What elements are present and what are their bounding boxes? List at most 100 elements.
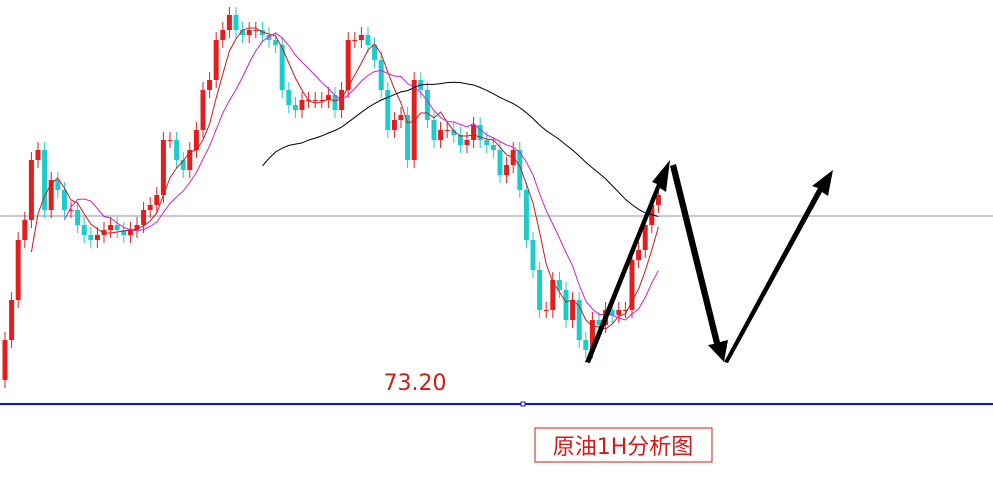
candle-body <box>332 95 338 110</box>
candle-body <box>127 230 133 235</box>
candle-body <box>279 45 285 90</box>
candle-body <box>253 30 259 31</box>
candle-body <box>609 310 615 315</box>
candle-body <box>629 260 635 310</box>
candle-body <box>550 280 556 310</box>
candle-body <box>444 130 450 131</box>
candle-body <box>141 210 147 225</box>
candle-body <box>345 40 351 90</box>
candle-body <box>596 320 602 325</box>
candle-body <box>312 100 318 101</box>
candle-body <box>325 95 331 100</box>
candle-body <box>154 195 160 205</box>
candle-body <box>193 130 199 150</box>
candle-body <box>477 125 483 140</box>
candle-body <box>405 115 411 160</box>
candle-body <box>616 310 622 315</box>
candles <box>2 7 661 388</box>
candle-body <box>537 270 543 310</box>
candle-body <box>167 140 173 141</box>
moving-average <box>63 32 659 321</box>
candle-body <box>642 225 648 250</box>
candle-body <box>457 135 463 145</box>
candle-body <box>147 205 153 210</box>
candle-body <box>464 140 470 145</box>
candle-body <box>299 100 305 110</box>
candle-body <box>114 225 120 230</box>
moving-average <box>262 81 659 217</box>
candle-body <box>81 225 87 235</box>
arrow-down <box>670 164 728 362</box>
candle-body <box>378 60 384 90</box>
candle-body <box>570 300 576 320</box>
arrow-up-1 <box>585 160 670 363</box>
candle-body <box>240 30 246 35</box>
candle-body <box>411 80 417 160</box>
candle-body <box>42 150 48 210</box>
candle-body <box>365 35 371 45</box>
support-label: 73.20 <box>384 371 447 396</box>
candle-body <box>28 160 34 220</box>
candle-body <box>121 230 127 235</box>
candle-body <box>490 145 496 150</box>
candle-body <box>583 340 589 350</box>
candle-body <box>286 90 292 105</box>
candle-body <box>68 210 74 211</box>
candle-body <box>530 240 536 270</box>
candle-body <box>358 35 364 40</box>
title-box <box>534 427 713 463</box>
candle-body <box>556 280 562 290</box>
candle-body <box>517 150 523 190</box>
moving-average <box>30 27 659 330</box>
candle-body <box>266 35 272 40</box>
candle-body <box>233 15 239 30</box>
candle-body <box>200 90 206 130</box>
candle-body <box>2 340 8 380</box>
moving-averages <box>30 27 659 330</box>
candle-body <box>207 80 213 90</box>
candle-body <box>273 40 279 45</box>
candle-body <box>424 90 430 120</box>
candle-body <box>180 160 186 170</box>
candle-body <box>160 140 166 195</box>
candle-body <box>9 300 15 340</box>
candle-body <box>484 140 490 145</box>
candle-body <box>174 140 180 160</box>
arrows <box>585 160 833 363</box>
candle-body <box>636 250 642 260</box>
candle-body <box>35 150 41 160</box>
candle-body <box>108 225 114 230</box>
candle-body <box>504 165 510 175</box>
candle-body <box>61 190 67 210</box>
support-handle <box>520 401 526 407</box>
candle-body <box>398 115 404 120</box>
candle-body <box>352 40 358 41</box>
candle-body <box>391 120 397 130</box>
candle-body <box>497 150 503 175</box>
candle-body <box>134 225 140 230</box>
candle-body <box>94 235 100 240</box>
candle-body <box>187 150 193 170</box>
candle-body <box>471 125 477 140</box>
candle-body <box>220 30 226 40</box>
candle-body <box>543 310 549 311</box>
candle-body <box>55 180 61 190</box>
candle-body <box>48 180 54 210</box>
candle-body <box>576 300 582 340</box>
candle-body <box>451 130 457 135</box>
candle-body <box>226 15 232 30</box>
candle-body <box>292 105 298 110</box>
candle-body <box>246 30 252 35</box>
candle-body <box>372 45 378 60</box>
candle-body <box>438 130 444 140</box>
candle-body <box>15 240 21 300</box>
candle-body <box>22 220 28 240</box>
arrow-up-2 <box>724 170 833 363</box>
candle-body <box>75 210 81 225</box>
candle-body <box>563 290 569 320</box>
candle-body <box>589 320 595 350</box>
candle-body <box>213 40 219 80</box>
candle-body <box>385 90 391 130</box>
chart-title: 原油1H分析图 <box>553 435 694 460</box>
